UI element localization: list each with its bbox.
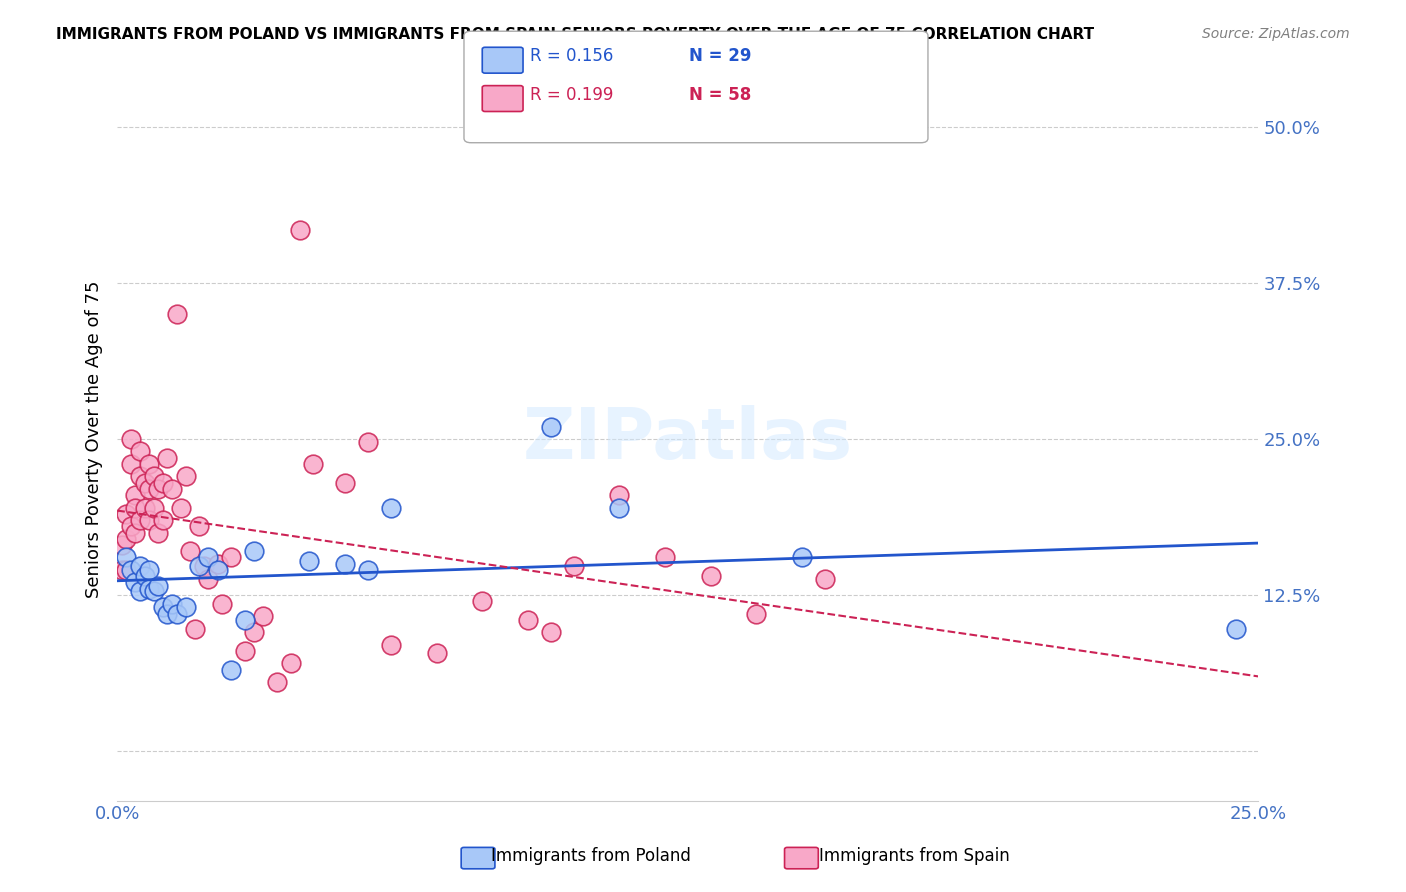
Point bbox=[540, 419, 562, 434]
Point bbox=[335, 557, 357, 571]
Point bbox=[148, 525, 170, 540]
Point bbox=[357, 434, 380, 449]
Point bbox=[115, 532, 138, 546]
Point bbox=[138, 563, 160, 577]
Point bbox=[252, 609, 274, 624]
Point bbox=[124, 500, 146, 515]
Point bbox=[288, 222, 311, 236]
Point bbox=[129, 584, 152, 599]
Point bbox=[609, 500, 631, 515]
Point bbox=[243, 544, 266, 558]
Point bbox=[540, 625, 562, 640]
Point bbox=[233, 644, 256, 658]
Point bbox=[609, 488, 631, 502]
Point bbox=[188, 559, 211, 574]
Point bbox=[124, 525, 146, 540]
Point bbox=[1225, 622, 1247, 636]
Point bbox=[134, 569, 156, 583]
Point bbox=[152, 513, 174, 527]
Point bbox=[138, 582, 160, 596]
Point bbox=[745, 607, 768, 621]
Point bbox=[426, 647, 449, 661]
Point bbox=[129, 559, 152, 574]
Point bbox=[152, 600, 174, 615]
Point bbox=[148, 579, 170, 593]
Text: IMMIGRANTS FROM POLAND VS IMMIGRANTS FROM SPAIN SENIORS POVERTY OVER THE AGE OF : IMMIGRANTS FROM POLAND VS IMMIGRANTS FRO… bbox=[56, 27, 1094, 42]
Point bbox=[174, 600, 197, 615]
Point bbox=[160, 482, 183, 496]
Point bbox=[120, 519, 142, 533]
Point bbox=[471, 594, 494, 608]
Point bbox=[380, 500, 402, 515]
Point bbox=[302, 457, 325, 471]
Point bbox=[120, 432, 142, 446]
Point bbox=[654, 550, 676, 565]
Text: ZIPatlas: ZIPatlas bbox=[523, 405, 853, 474]
Point bbox=[188, 519, 211, 533]
Point bbox=[207, 563, 229, 577]
Point bbox=[142, 584, 165, 599]
Text: Source: ZipAtlas.com: Source: ZipAtlas.com bbox=[1202, 27, 1350, 41]
Point bbox=[211, 597, 233, 611]
Point bbox=[120, 563, 142, 577]
Point bbox=[129, 444, 152, 458]
Point bbox=[148, 482, 170, 496]
Point bbox=[156, 607, 179, 621]
Point bbox=[115, 507, 138, 521]
Point bbox=[115, 563, 138, 577]
Point bbox=[814, 572, 837, 586]
Point bbox=[280, 657, 302, 671]
Point bbox=[124, 575, 146, 590]
Text: N = 29: N = 29 bbox=[689, 47, 751, 65]
Point bbox=[790, 550, 813, 565]
Point bbox=[129, 513, 152, 527]
Point bbox=[160, 597, 183, 611]
Point bbox=[138, 457, 160, 471]
Point bbox=[129, 469, 152, 483]
Point bbox=[193, 559, 215, 574]
Point bbox=[138, 513, 160, 527]
Text: R = 0.199: R = 0.199 bbox=[530, 87, 613, 104]
Point bbox=[221, 550, 243, 565]
Point bbox=[156, 450, 179, 465]
Point bbox=[221, 663, 243, 677]
Point bbox=[142, 500, 165, 515]
Point bbox=[517, 613, 540, 627]
Text: R = 0.156: R = 0.156 bbox=[530, 47, 613, 65]
Point bbox=[138, 482, 160, 496]
Point bbox=[115, 550, 138, 565]
Point bbox=[142, 469, 165, 483]
Point bbox=[124, 488, 146, 502]
Point bbox=[111, 563, 134, 577]
Point bbox=[134, 500, 156, 515]
Point bbox=[357, 563, 380, 577]
Point bbox=[166, 607, 188, 621]
Point bbox=[207, 557, 229, 571]
Point bbox=[699, 569, 721, 583]
Point bbox=[335, 475, 357, 490]
Point bbox=[184, 622, 207, 636]
Point bbox=[134, 475, 156, 490]
Text: Immigrants from Spain: Immigrants from Spain bbox=[818, 847, 1010, 865]
Point bbox=[111, 538, 134, 552]
Point bbox=[197, 550, 219, 565]
Point bbox=[266, 675, 288, 690]
Point bbox=[380, 638, 402, 652]
Point bbox=[243, 625, 266, 640]
Point bbox=[197, 572, 219, 586]
Point bbox=[179, 544, 201, 558]
Point bbox=[562, 559, 585, 574]
Point bbox=[170, 500, 193, 515]
Point bbox=[120, 457, 142, 471]
Point bbox=[152, 475, 174, 490]
Point bbox=[166, 307, 188, 321]
Point bbox=[233, 613, 256, 627]
Y-axis label: Seniors Poverty Over the Age of 75: Seniors Poverty Over the Age of 75 bbox=[86, 280, 103, 598]
Point bbox=[298, 554, 321, 568]
Point bbox=[174, 469, 197, 483]
Text: Immigrants from Poland: Immigrants from Poland bbox=[491, 847, 690, 865]
Text: N = 58: N = 58 bbox=[689, 87, 751, 104]
